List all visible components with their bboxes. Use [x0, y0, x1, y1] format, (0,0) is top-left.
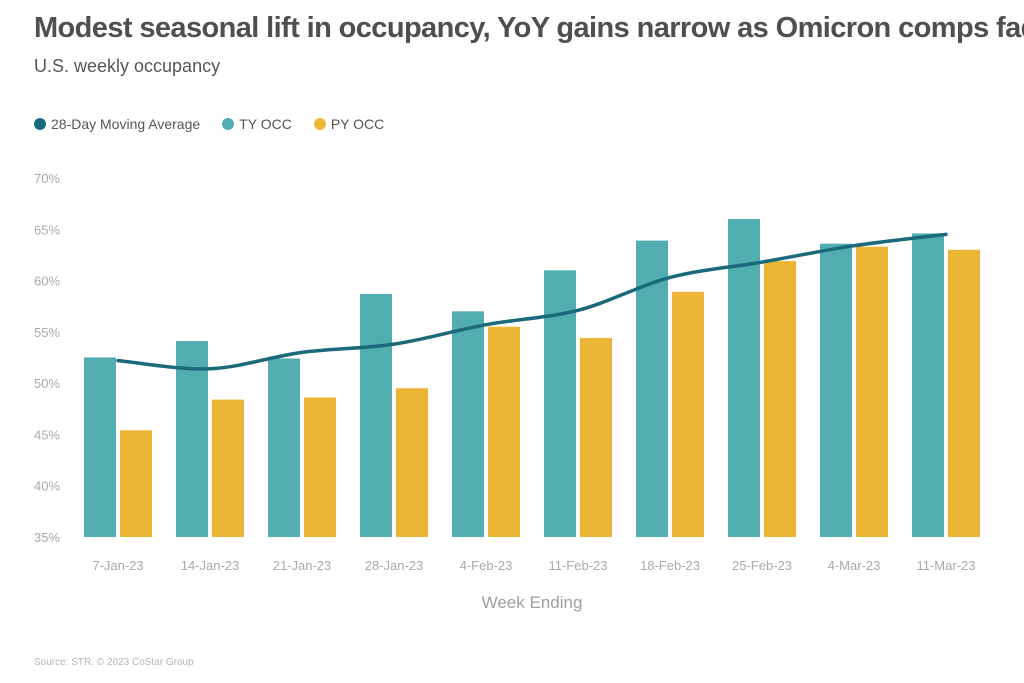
legend: 28-Day Moving Average TY OCC PY OCC	[34, 116, 384, 132]
x-tick-label: 21-Jan-23	[273, 558, 332, 573]
legend-marker-ty-occ	[222, 118, 235, 130]
line-moving-average	[116, 232, 948, 371]
legend-marker-moving-average	[34, 118, 46, 130]
source-note: Source: STR. © 2023 CoStar Group	[34, 657, 194, 668]
x-tick-label: 25-Feb-23	[732, 558, 792, 573]
bar-py-occ	[764, 261, 796, 537]
y-tick-label: 45%	[34, 427, 60, 442]
chart-subtitle: U.S. weekly occupancy	[34, 56, 221, 76]
x-tick-label: 11-Mar-23	[916, 558, 975, 573]
x-tick-label: 18-Feb-23	[640, 558, 700, 573]
x-tick-label: 7-Jan-23	[92, 558, 143, 573]
bar-ty-occ	[176, 341, 208, 537]
bar-py-occ	[672, 291, 704, 537]
bar-py-occ	[488, 326, 520, 537]
y-tick-label: 50%	[34, 376, 60, 391]
legend-label-moving-average: 28-Day Moving Average	[51, 116, 201, 132]
bar-py-occ	[580, 338, 612, 537]
bar-py-occ	[948, 249, 980, 538]
y-tick-label: 55%	[34, 325, 60, 340]
legend-item-ty-occ: TY OCC	[222, 116, 292, 132]
bar-ty-occ	[912, 233, 944, 538]
legend-item-moving-average: 28-Day Moving Average	[34, 116, 200, 132]
x-tick-label: 14-Jan-23	[181, 558, 240, 573]
x-tick-label: 28-Jan-23	[365, 558, 424, 573]
bar-ty-occ	[360, 293, 392, 537]
x-axis-title: Week Ending	[482, 593, 583, 612]
y-tick-label: 65%	[34, 222, 60, 237]
bar-ty-occ	[636, 240, 668, 537]
bar-py-occ	[304, 397, 336, 537]
bar-ty-occ	[452, 311, 484, 537]
y-tick-label: 70%	[34, 171, 60, 186]
chart-title: Modest seasonal lift in occupancy, YoY g…	[34, 12, 1024, 44]
bar-ty-occ	[820, 243, 852, 537]
x-tick-label: 4-Mar-23	[828, 558, 881, 573]
bar-ty-occ	[728, 219, 760, 537]
y-tick-label: 60%	[34, 274, 60, 289]
legend-label-ty-occ: TY OCC	[239, 116, 292, 132]
legend-label-py-occ: PY OCC	[330, 116, 385, 132]
y-tick-label: 40%	[34, 479, 60, 494]
legend-marker-py-occ	[313, 118, 326, 130]
legend-item-py-occ: PY OCC	[313, 116, 385, 132]
x-tick-label: 4-Feb-23	[460, 558, 513, 573]
y-tick-label: 35%	[34, 530, 60, 545]
bar-py-occ	[120, 430, 152, 537]
bar-py-occ	[396, 388, 428, 537]
bar-py-occ	[212, 399, 244, 537]
x-tick-label: 11-Feb-23	[548, 558, 607, 573]
bar-ty-occ	[268, 358, 300, 537]
bar-py-occ	[856, 246, 888, 538]
bar-ty-occ	[84, 357, 116, 537]
